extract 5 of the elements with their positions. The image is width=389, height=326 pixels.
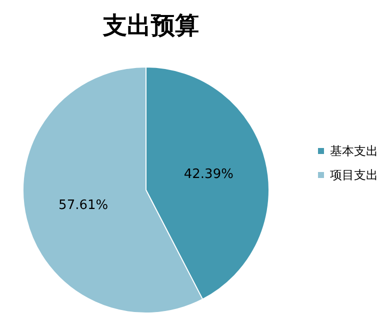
chart-title: 支出预算	[102, 10, 199, 40]
data-label: 42.39%	[184, 167, 234, 182]
legend-label: 基本支出	[330, 144, 378, 158]
data-label: 57.61%	[58, 198, 108, 213]
legend-label: 项目支出	[330, 168, 378, 182]
